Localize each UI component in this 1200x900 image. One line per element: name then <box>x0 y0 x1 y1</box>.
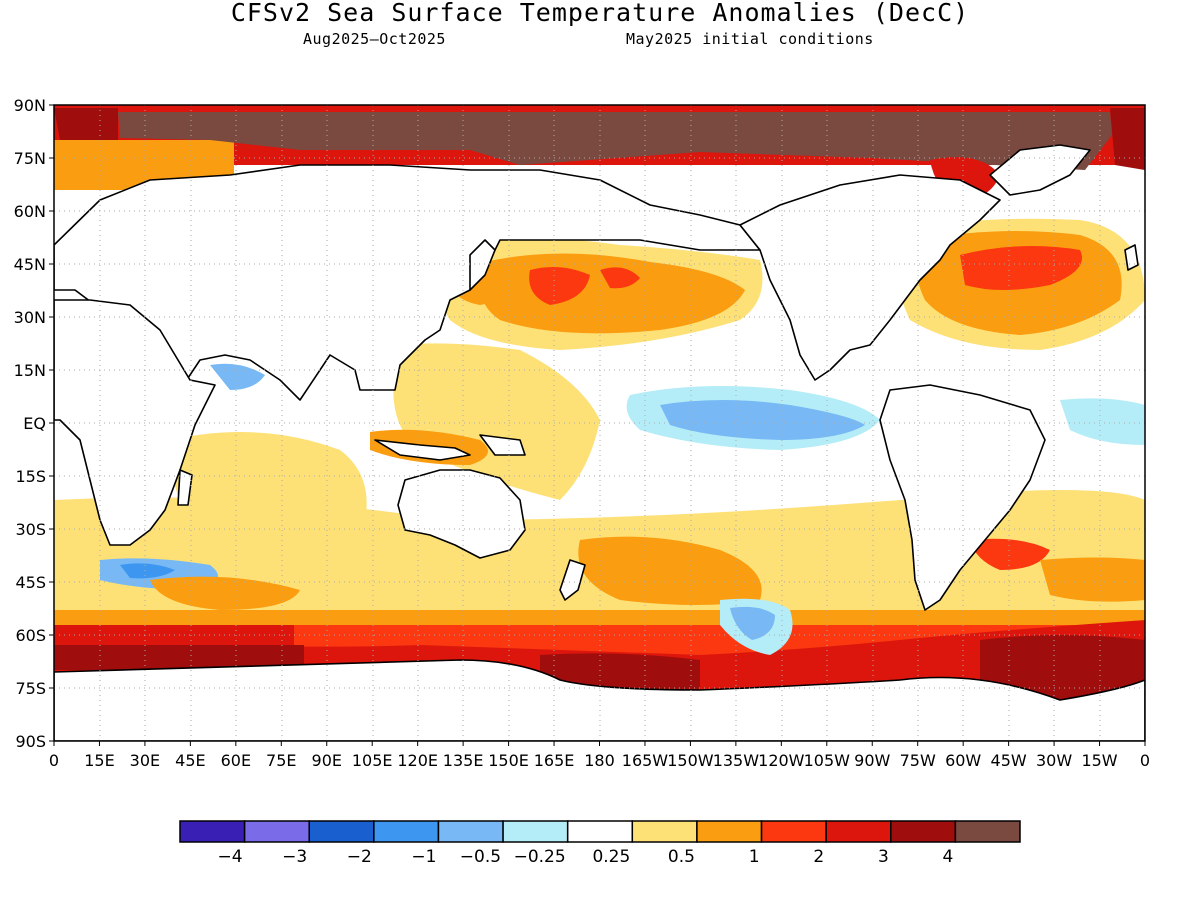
colorbar-swatch <box>179 820 246 843</box>
southern-pacific-cool-inner <box>730 606 775 640</box>
colorbar-tick-label: 0.25 <box>592 847 630 867</box>
lat-label: 60N <box>14 202 46 221</box>
colorbar-swatch <box>760 820 827 843</box>
colorbar-swatch <box>308 820 375 843</box>
colorbar-tick-label: 0.5 <box>668 847 695 867</box>
lon-label: 135W <box>713 751 760 770</box>
colorbar-tick-label: −3 <box>282 847 307 867</box>
colorbar-tick-label: −1 <box>411 847 436 867</box>
colorbar-swatch <box>954 820 1021 843</box>
lon-label: 90W <box>854 751 890 770</box>
land-madagascar <box>177 469 193 506</box>
south-indian-blue <box>120 563 175 579</box>
lon-label: 15W <box>1081 751 1117 770</box>
lon-label: 45E <box>175 751 205 770</box>
colorbar-swatch <box>373 820 440 843</box>
lat-label: 15N <box>14 361 46 380</box>
lon-label: 75W <box>900 751 936 770</box>
lon-label: 165E <box>534 751 575 770</box>
south-indian-orange <box>150 576 300 610</box>
south-atlantic-orange <box>1040 557 1145 602</box>
lat-label: 90S <box>15 732 46 751</box>
lon-label: 135E <box>443 751 484 770</box>
colorbar-swatch <box>502 820 569 843</box>
colorbar-tick-label: 1 <box>749 847 760 867</box>
colorbar-swatch <box>566 820 634 843</box>
lon-label: 165W <box>622 751 669 770</box>
lon-label: 30E <box>130 751 160 770</box>
longitude-axis: 0 15E 30E 45E 60E 75E 90E 105E 120E 135E 150E 165E 1… <box>49 741 1150 770</box>
lon-label: 105W <box>804 751 851 770</box>
colorbar-tick-label: −0.5 <box>460 847 501 867</box>
south-pacific-orange <box>578 536 762 605</box>
colorbar-tick-label: 2 <box>813 847 824 867</box>
lat-label: 30S <box>15 520 46 539</box>
lat-label: 15S <box>15 467 46 486</box>
lon-label: 0 <box>1140 751 1150 770</box>
colorbar-tick-label: −4 <box>218 847 243 867</box>
lat-label: 75S <box>15 679 46 698</box>
eq-pacific-cool-inner <box>660 400 865 440</box>
north-pacific-red-2 <box>600 267 640 289</box>
lon-label: 120W <box>758 751 805 770</box>
lon-label: 60W <box>945 751 981 770</box>
forecast-period: Aug2025—Oct2025 <box>303 30 446 48</box>
land-british-isles <box>1124 244 1139 271</box>
arctic-dark-red <box>54 108 118 140</box>
lon-label: 105E <box>352 751 393 770</box>
land-new-zealand <box>559 559 586 601</box>
south-atlantic-red <box>970 538 1050 570</box>
colorbar-tick-label: −0.25 <box>514 847 566 867</box>
north-atlantic-red <box>960 246 1082 290</box>
arctic-dark-red-east <box>1110 108 1145 170</box>
lon-label: 90E <box>312 751 342 770</box>
land-australia <box>397 469 526 559</box>
lon-label: 60E <box>221 751 251 770</box>
lat-label: 45N <box>14 255 46 274</box>
land-japan <box>469 239 496 291</box>
lat-label: 45S <box>15 573 46 592</box>
lat-label: 90N <box>14 96 46 115</box>
land-north-america <box>739 174 1001 381</box>
colorbar-tick-label: 3 <box>878 847 889 867</box>
tropical-atlantic-cool <box>1060 398 1145 445</box>
gridlines <box>54 105 1145 741</box>
lon-label: 0 <box>49 751 59 770</box>
land-indonesia <box>374 439 471 461</box>
lon-label: 150E <box>488 751 529 770</box>
latitude-axis: 90N 75N 60N 45N 30N 15N EQ 15S 30S 45S 60S 75S 90S <box>14 96 54 751</box>
land-south-america <box>879 384 1046 611</box>
lat-label: 60S <box>15 626 46 645</box>
lat-label: 75N <box>14 149 46 168</box>
colorbar-labels: −4 −3 −2 −1 −0.5 −0.25 0.25 0.5 1 2 3 4 <box>218 847 954 867</box>
lat-label: 30N <box>14 308 46 327</box>
north-pacific-red <box>529 266 590 305</box>
colorbar-tick-label: −2 <box>347 847 372 867</box>
indian-ocean-cool-patch <box>210 363 265 390</box>
land-new-guinea <box>479 434 526 456</box>
lon-label: 150W <box>667 751 714 770</box>
lon-label: 45W <box>991 751 1027 770</box>
arctic-extreme-anomaly <box>118 112 1112 170</box>
colorbar-swatch <box>825 820 892 843</box>
colorbar-tick-label: 4 <box>943 847 954 867</box>
lon-label: 75E <box>266 751 296 770</box>
initial-conditions: May2025 initial conditions <box>626 30 874 48</box>
colorbar-swatch <box>890 820 957 843</box>
lon-label: 180 <box>584 751 615 770</box>
colorbar <box>179 820 1021 843</box>
lon-label: 30W <box>1036 751 1072 770</box>
southern-ocean-darkest-east <box>980 635 1145 700</box>
colorbar-swatch <box>243 820 310 843</box>
colorbar-swatch <box>631 820 698 843</box>
lon-label: 15E <box>84 751 114 770</box>
lon-label: 120E <box>397 751 438 770</box>
colorbar-swatch <box>437 820 504 843</box>
lat-label: EQ <box>23 414 46 433</box>
chart-title: CFSv2 Sea Surface Temperature Anomalies … <box>230 0 970 27</box>
colorbar-swatch <box>696 820 763 843</box>
